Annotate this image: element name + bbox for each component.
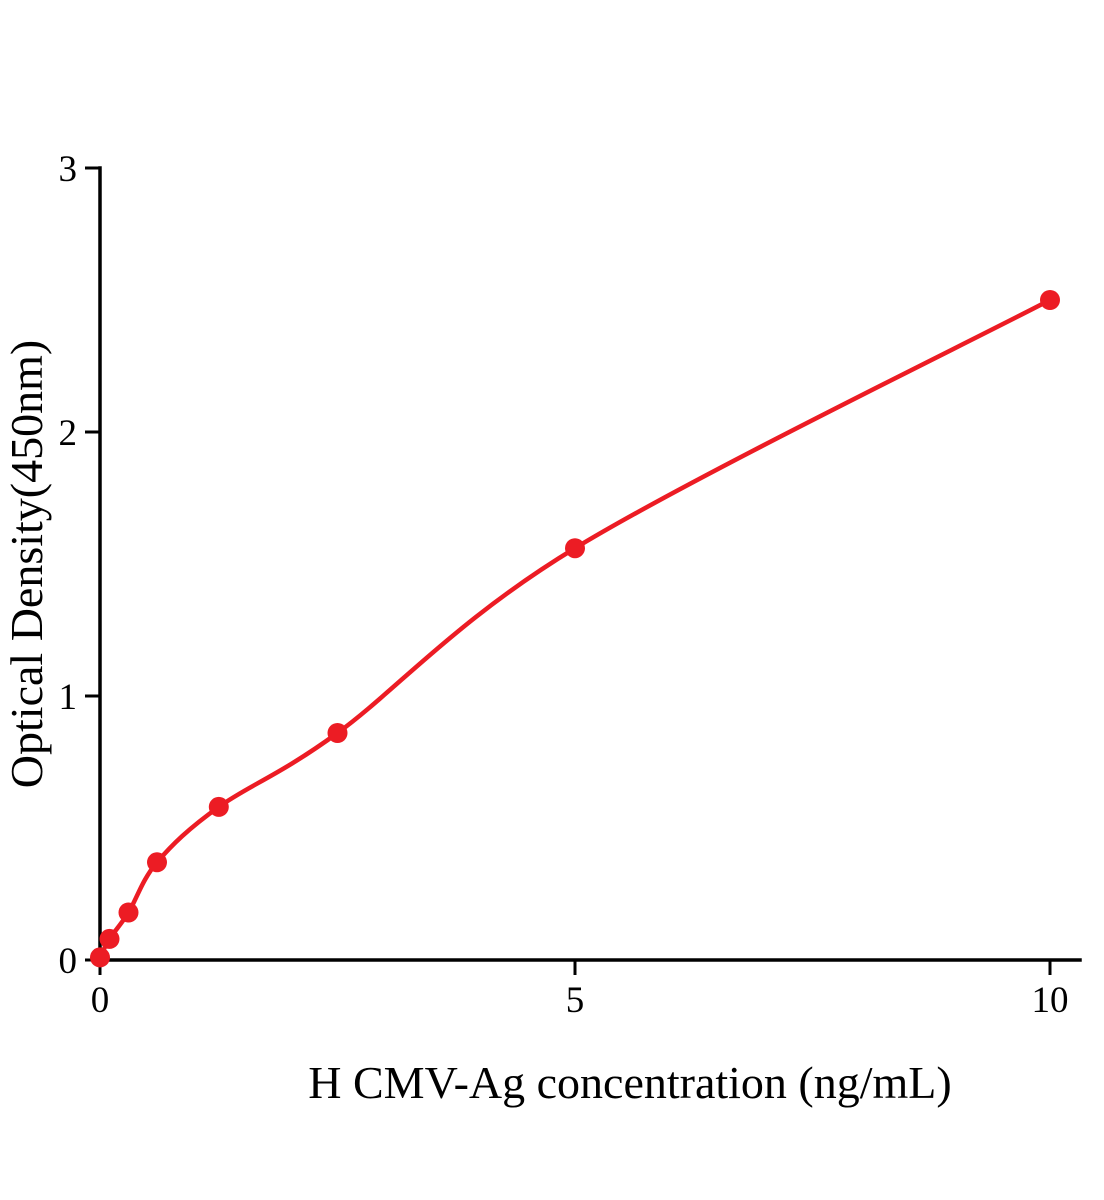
x-axis-title: H CMV-Ag concentration (ng/mL) xyxy=(308,1057,951,1108)
axes-spine xyxy=(98,166,1082,962)
data-point xyxy=(1040,290,1060,310)
data-point xyxy=(99,928,120,949)
y-axis-title: Optical Density(450nm) xyxy=(1,340,52,788)
y-tick-label: 0 xyxy=(59,941,78,982)
x-tick-label: 5 xyxy=(566,980,585,1021)
y-tick-label: 2 xyxy=(59,413,78,454)
data-point xyxy=(90,947,110,968)
fit-curve xyxy=(97,297,1053,960)
y-tick-label: 3 xyxy=(59,149,78,190)
data-point xyxy=(327,723,348,743)
x-tick-label: 0 xyxy=(91,980,110,1021)
x-tick-label: 10 xyxy=(1032,980,1069,1021)
data-point xyxy=(147,852,167,873)
y-tick-label: 1 xyxy=(59,677,78,718)
data-point xyxy=(565,538,585,559)
plot-area: 0 5 10 0 1 2 3 xyxy=(59,149,1082,1021)
data-point xyxy=(208,796,229,817)
data-point xyxy=(118,902,139,923)
